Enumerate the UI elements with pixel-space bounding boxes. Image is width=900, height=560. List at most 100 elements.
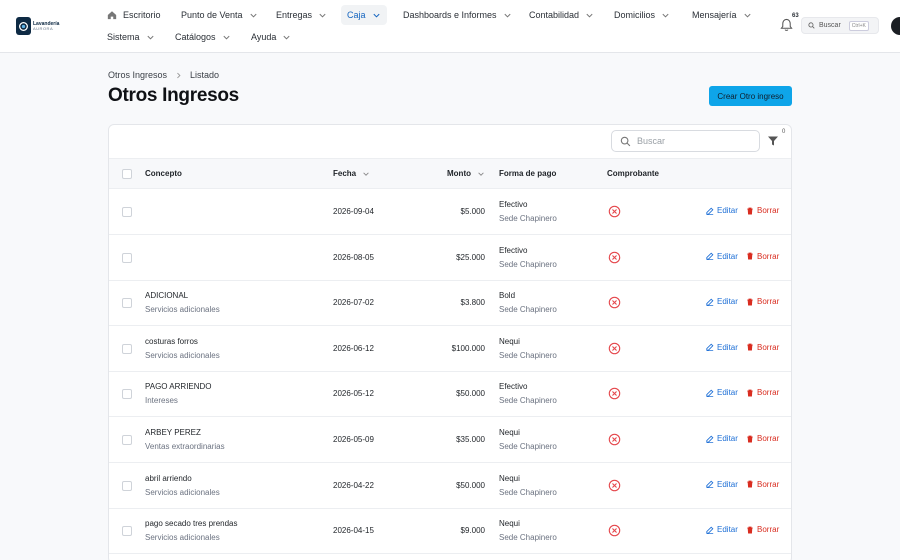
- monto-text: $100.000: [451, 343, 485, 353]
- breadcrumb-item-otros-ingresos[interactable]: Otros Ingresos: [108, 70, 168, 80]
- chevron-down-icon: [363, 171, 369, 176]
- nav-label: Punto de Venta: [181, 10, 243, 20]
- fecha-text: 2026-04-15: [333, 526, 374, 536]
- delete-button[interactable]: Borrar: [746, 206, 779, 215]
- x-circle-icon: [608, 479, 621, 491]
- monto-text: $3.800: [460, 298, 485, 308]
- fecha-text: 2026-09-04: [333, 207, 374, 216]
- edit-button[interactable]: Editar: [706, 252, 738, 261]
- categoria-text: Servicios adicionales: [145, 487, 220, 497]
- fecha-text: 2026-08-05: [333, 252, 374, 262]
- row-checkbox[interactable]: [122, 389, 132, 400]
- edit-button[interactable]: Editar: [706, 480, 738, 489]
- sede-text: Sede Chapinero: [499, 305, 557, 315]
- pencil-icon: [706, 298, 714, 306]
- delete-button[interactable]: Borrar: [746, 525, 779, 534]
- row-checkbox[interactable]: [122, 343, 132, 354]
- chevron-down-icon: [586, 13, 593, 18]
- row-checkbox[interactable]: [122, 207, 132, 217]
- nav-label: Caja: [347, 10, 366, 20]
- nav-label: Escritorio: [123, 10, 161, 20]
- fecha-text: 2026-06-12: [333, 343, 374, 353]
- table-row: 2026-08-05 $25.000 Efectivo Sede Chapine…: [109, 235, 791, 281]
- delete-label: Borrar: [757, 206, 780, 215]
- sede-text: Sede Chapinero: [499, 442, 557, 451]
- row-checkbox[interactable]: [122, 435, 132, 445]
- brand-logo[interactable]: Lavandería AURORA: [16, 15, 64, 37]
- nav-sistema[interactable]: Sistema: [101, 27, 161, 47]
- delete-button[interactable]: Borrar: [746, 434, 779, 443]
- avatar[interactable]: [891, 17, 900, 35]
- filter-count-badge: 0: [782, 129, 786, 135]
- row-checkbox[interactable]: [122, 526, 132, 537]
- pencil-icon: [706, 252, 714, 261]
- delete-button[interactable]: Borrar: [746, 343, 779, 352]
- delete-button[interactable]: Borrar: [746, 252, 779, 261]
- row-checkbox[interactable]: [122, 480, 132, 491]
- delete-button[interactable]: Borrar: [746, 297, 779, 306]
- x-circle-icon: [608, 296, 621, 309]
- x-circle-icon: [608, 342, 621, 355]
- edit-button[interactable]: Editar: [706, 343, 738, 352]
- edit-label: Editar: [717, 342, 738, 352]
- column-fecha[interactable]: Fecha: [333, 169, 370, 178]
- nav-domicilios[interactable]: Domicilios: [608, 5, 676, 25]
- nav-label: Domicilios: [614, 10, 656, 20]
- nav-mensajeria[interactable]: Mensajería: [686, 5, 758, 25]
- trash-icon: [747, 480, 753, 488]
- bell-icon[interactable]: [780, 18, 793, 32]
- nav-ayuda[interactable]: Ayuda: [245, 27, 297, 47]
- edit-button[interactable]: Editar: [706, 388, 738, 397]
- forma-pago-text: Efectivo: [499, 382, 528, 392]
- chevron-down-icon: [662, 13, 669, 18]
- chevron-down-icon: [283, 35, 290, 40]
- delete-label: Borrar: [757, 434, 780, 443]
- edit-label: Editar: [717, 251, 738, 261]
- edit-button[interactable]: Editar: [706, 297, 738, 306]
- search-input[interactable]: [637, 136, 747, 146]
- nav-contabilidad[interactable]: Contabilidad: [523, 5, 600, 25]
- select-all-checkbox[interactable]: [122, 169, 132, 179]
- filter-icon[interactable]: [767, 135, 779, 147]
- chevron-down-icon: [503, 13, 511, 18]
- chevron-down-icon: [743, 13, 751, 18]
- edit-button[interactable]: Editar: [706, 206, 738, 215]
- table-row: 2026-09-04 $5.000 Efectivo Sede Chapiner…: [109, 189, 791, 235]
- search-icon: [808, 22, 815, 29]
- delete-button[interactable]: Borrar: [746, 388, 779, 397]
- pencil-icon: [706, 435, 714, 443]
- column-forma-de-pago: Forma de pago: [499, 169, 556, 178]
- monto-text: $9.000: [460, 526, 485, 536]
- delete-button[interactable]: Borrar: [746, 480, 779, 489]
- nav-escritorio[interactable]: Escritorio: [101, 5, 167, 25]
- edit-button[interactable]: Editar: [706, 525, 738, 534]
- create-otro-ingreso-button[interactable]: Crear Otro ingreso: [709, 86, 792, 106]
- concepto-text: pago secado tres prendas: [145, 519, 238, 529]
- column-label: Monto: [447, 169, 471, 178]
- delete-label: Borrar: [757, 479, 780, 489]
- nav-punto-de-venta[interactable]: Punto de Venta: [175, 5, 264, 25]
- trash-icon: [747, 298, 753, 306]
- forma-pago-text: Bold: [499, 291, 516, 301]
- chevron-down-icon: [319, 13, 326, 18]
- table-search[interactable]: [611, 130, 760, 152]
- notification-count: 63: [792, 13, 799, 19]
- home-icon: [107, 11, 117, 20]
- monto-text: $50.000: [456, 480, 485, 490]
- column-monto[interactable]: Monto: [447, 169, 485, 178]
- nav-catalogos[interactable]: Catálogos: [169, 27, 237, 47]
- column-concepto: Concepto: [145, 169, 182, 178]
- concepto-text: ADICIONAL: [145, 291, 189, 301]
- pencil-icon: [706, 526, 714, 534]
- edit-button[interactable]: Editar: [706, 434, 738, 443]
- fecha-text: 2026-04-22: [333, 480, 374, 490]
- nav-dashboards-informes[interactable]: Dashboards e Informes: [397, 5, 518, 25]
- trash-icon: [747, 343, 753, 351]
- global-search-button[interactable]: Buscar Ctrl+K: [801, 17, 879, 34]
- row-checkbox[interactable]: [122, 298, 132, 309]
- nav-caja[interactable]: Caja: [341, 5, 387, 25]
- nav-entregas[interactable]: Entregas: [270, 5, 333, 25]
- row-checkbox[interactable]: [122, 252, 132, 263]
- fecha-text: 2026-05-09: [333, 435, 374, 444]
- trash-icon: [747, 526, 753, 534]
